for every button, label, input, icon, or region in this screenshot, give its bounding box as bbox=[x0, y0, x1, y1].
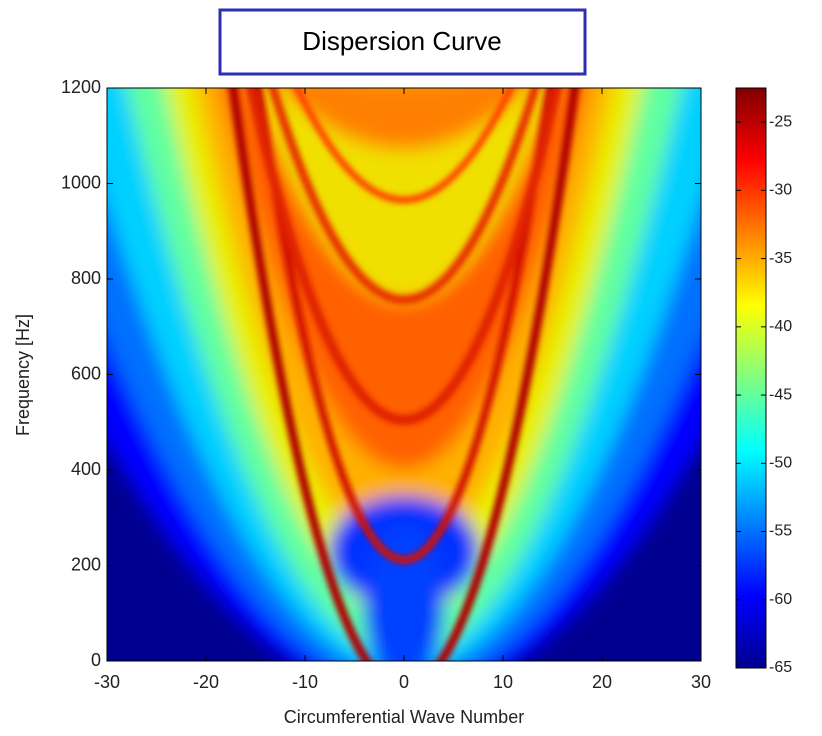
colorbar-tick-label: -50 bbox=[769, 455, 792, 472]
field-band bbox=[280, 88, 528, 150]
chart-title: Dispersion Curve bbox=[302, 26, 501, 56]
colorbar-tick-label: -65 bbox=[769, 659, 792, 676]
y-tick-label: 600 bbox=[71, 363, 101, 383]
x-tick-label: 10 bbox=[493, 672, 513, 692]
y-tick-label: 200 bbox=[71, 554, 101, 574]
y-tick-label: 1000 bbox=[61, 172, 101, 192]
y-tick-label: 1200 bbox=[61, 77, 101, 97]
field-curve bbox=[268, 88, 540, 305]
field-curve bbox=[245, 88, 563, 425]
y-tick-label: 800 bbox=[71, 268, 101, 288]
x-tick-label: 0 bbox=[399, 672, 409, 692]
field-band bbox=[364, 523, 444, 661]
y-tick-label: 400 bbox=[71, 459, 101, 479]
x-axis-label: Circumferential Wave Number bbox=[284, 707, 524, 727]
colorbar bbox=[735, 87, 767, 669]
field-curve bbox=[228, 88, 580, 661]
x-tick-label: -30 bbox=[94, 672, 120, 692]
colorbar-tick-label: -40 bbox=[769, 318, 792, 335]
x-tick-label: -20 bbox=[193, 672, 219, 692]
field-curve bbox=[254, 88, 554, 564]
field-curve bbox=[293, 88, 515, 204]
x-tick-label: 20 bbox=[592, 672, 612, 692]
colorbar-tick-label: -55 bbox=[769, 523, 792, 540]
title-box bbox=[218, 8, 587, 76]
colorbar-tick-label: -35 bbox=[769, 250, 792, 267]
y-tick-label: 0 bbox=[91, 650, 101, 670]
x-tick-label: 30 bbox=[691, 672, 711, 692]
colorbar-tick-label: -30 bbox=[769, 182, 792, 199]
colorbar-tick-label: -60 bbox=[769, 591, 792, 608]
colorbar-tick-label: -25 bbox=[769, 113, 792, 130]
y-axis-label: Frequency [Hz] bbox=[13, 314, 33, 436]
colorbar-tick-label: -45 bbox=[769, 386, 792, 403]
heatmap-field bbox=[107, 88, 701, 661]
x-tick-label: -10 bbox=[292, 672, 318, 692]
